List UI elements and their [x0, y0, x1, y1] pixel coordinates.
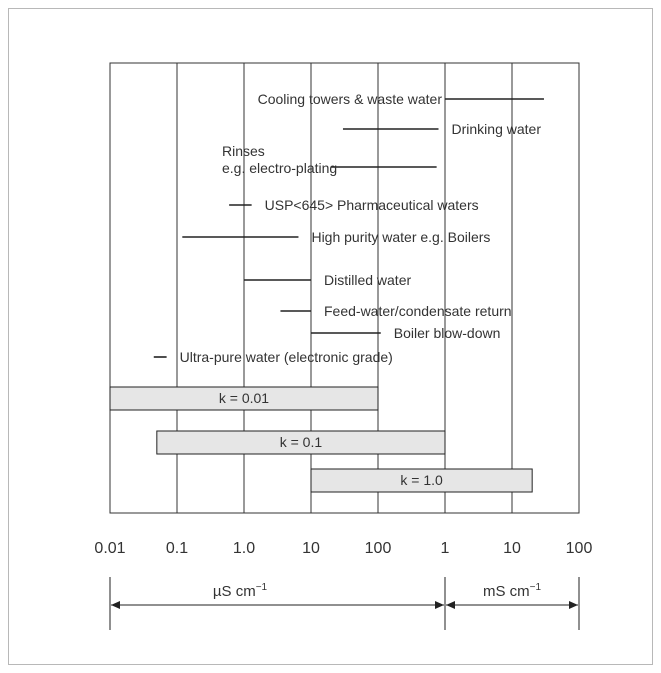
application-ranges: Cooling towers & waste water Drinking wat…: [153, 91, 544, 365]
cell-constant-bar: [156, 430, 446, 455]
x-tick-label: 0.1: [166, 540, 188, 557]
x-tick-label: 1.0: [233, 540, 255, 557]
x-tick-label: 1: [441, 540, 450, 557]
range-label: Ultra-pure water (electronic grade): [180, 349, 393, 365]
unit-range-label: µS cm−1: [213, 582, 268, 600]
range-label: Cooling towers & waste water: [258, 91, 443, 107]
cell-constant-bar: [310, 468, 533, 493]
cell-constant-label: k = 0.1: [280, 434, 323, 450]
x-tick-label: 100: [566, 540, 593, 557]
unit-range-arrowhead-left: [446, 601, 455, 609]
x-tick-label: 0.01: [94, 540, 125, 557]
cell-constant-label: k = 0.01: [219, 390, 269, 406]
unit-range-label: mS cm−1: [483, 582, 542, 600]
unit-exponent: −1: [530, 582, 542, 593]
range-label: Rinses: [222, 143, 265, 159]
figure-frame: [8, 8, 653, 665]
range-label: Boiler blow-down: [394, 325, 501, 341]
unit-range-arrowhead-right: [569, 601, 578, 609]
range-label: Drinking water: [452, 121, 542, 137]
range-label: USP<645> Pharmaceutical waters: [265, 197, 479, 213]
x-tick-label: 10: [302, 540, 320, 557]
unit-range-arrowhead-left: [111, 601, 120, 609]
range-label: Feed-water/condensate return: [324, 303, 512, 319]
range-label: High purity water e.g. Boilers: [311, 229, 490, 245]
unit-ranges: µS cm−1 mS cm−1: [109, 577, 580, 630]
x-tick-labels: 0.01 0.1 1.0 10 100 1 10 100: [94, 540, 592, 557]
range-label: Distilled water: [324, 272, 411, 288]
x-tick-label: 10: [503, 540, 521, 557]
cell-constant-bars: k = 0.01 k = 0.1 k = 1.0: [109, 386, 533, 493]
cell-constant-bar: [109, 386, 379, 411]
cell-constant-label: k = 1.0: [400, 472, 443, 488]
unit-range-arrowhead-right: [435, 601, 444, 609]
range-label-secondary: e.g. electro-plating: [222, 160, 337, 176]
unit-exponent: −1: [256, 582, 268, 593]
x-tick-label: 100: [365, 540, 392, 557]
plot-border: [109, 62, 580, 514]
